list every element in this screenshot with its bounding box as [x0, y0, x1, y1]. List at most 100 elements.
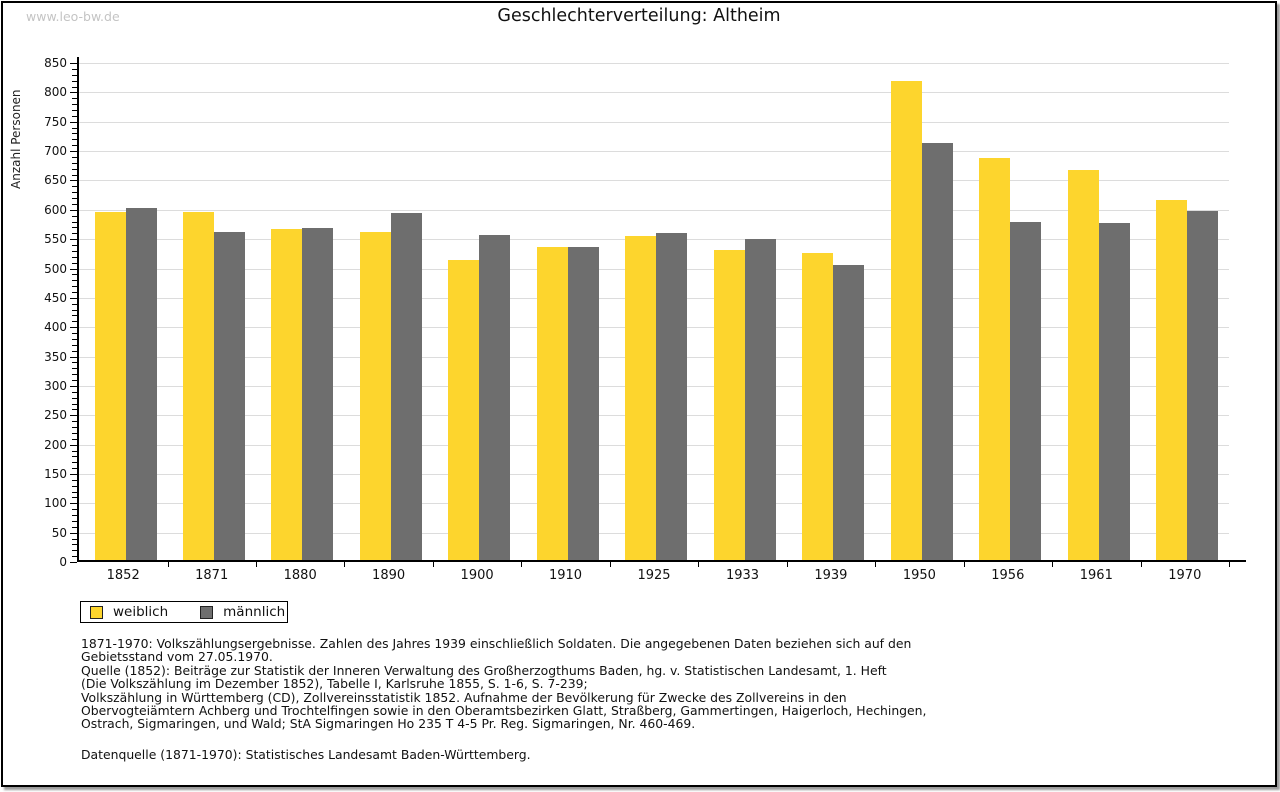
y-minor-tick [72, 468, 77, 470]
y-minor-tick [72, 250, 77, 252]
y-tick-label: 550 [44, 232, 67, 247]
y-minor-tick [72, 438, 77, 440]
y-minor-tick [72, 397, 77, 399]
bar-1961-männlich [1098, 223, 1130, 562]
y-minor-tick [72, 174, 77, 176]
y-minor-tick [72, 544, 77, 546]
y-minor-tick [72, 98, 77, 100]
bar-1852-weiblich [94, 212, 126, 562]
x-tick-label: 1871 [195, 568, 229, 583]
x-axis-line [77, 560, 1246, 562]
bar-1900-männlich [479, 235, 511, 562]
y-minor-tick [72, 74, 77, 76]
y-minor-tick [72, 168, 77, 170]
y-minor-tick [72, 245, 77, 246]
y-tick-label: 650 [44, 173, 67, 188]
y-tick-label: 50 [51, 525, 67, 540]
y-tick-label: 750 [44, 114, 67, 129]
gridline-750 [79, 121, 1229, 123]
y-minor-tick [72, 485, 77, 487]
y-major-tick [70, 121, 77, 123]
y-minor-tick [72, 303, 77, 305]
x-boundary-tick [167, 560, 169, 567]
y-minor-tick [72, 192, 77, 194]
y-tick-label: 250 [44, 408, 67, 423]
y-major-tick [70, 63, 77, 64]
bar-1970-weiblich [1156, 200, 1187, 562]
x-tick-label: 1925 [637, 568, 671, 583]
y-tick-label: 800 [44, 85, 67, 100]
y-minor-tick [72, 68, 77, 70]
y-minor-tick [72, 127, 77, 129]
source-note-line: Quelle (1852): Beiträge zur Statistik de… [81, 662, 887, 678]
y-minor-tick [72, 491, 77, 493]
y-minor-tick [72, 520, 77, 522]
source-note-line: Ostrach, Sigmaringen, und Wald; StA Sigm… [81, 716, 696, 732]
y-major-tick [70, 327, 77, 329]
y-tick-label: 200 [44, 437, 67, 452]
y-minor-tick [72, 368, 77, 370]
y-major-tick [70, 385, 77, 387]
y-minor-tick [72, 292, 77, 293]
y-major-tick [70, 268, 77, 270]
y-minor-tick [72, 186, 77, 188]
gridline-850 [79, 63, 1229, 64]
bar-1956-männlich [1010, 221, 1042, 562]
y-tick-label: 600 [44, 202, 67, 217]
y-tick-label: 300 [44, 378, 67, 393]
source-note-line: Gebietsstand vom 27.05.1970. [81, 649, 273, 665]
bar-1939-männlich [833, 264, 865, 562]
y-major-tick [70, 473, 77, 475]
y-minor-tick [72, 403, 77, 405]
x-tick-label: 1939 [814, 568, 848, 583]
x-boundary-tick [875, 560, 877, 567]
y-tick-label: 0 [59, 555, 67, 569]
y-major-tick [70, 151, 77, 153]
bar-1852-männlich [125, 208, 157, 562]
y-minor-tick [72, 286, 77, 288]
legend-swatch-weiblich [90, 605, 103, 619]
y-minor-tick [72, 338, 77, 340]
y-minor-tick [72, 162, 77, 164]
y-minor-tick [72, 450, 77, 452]
gridline-800 [79, 92, 1229, 94]
y-minor-tick [72, 350, 77, 352]
y-minor-tick [72, 526, 77, 528]
y-minor-tick [72, 550, 77, 552]
y-minor-tick [72, 139, 77, 141]
source-note-line: Volkszählung in Württemberg (CD), Zollve… [81, 689, 847, 705]
y-minor-tick [72, 227, 77, 229]
source-notes: 1871-1970: Volkszählungsergebnisse. Zahl… [81, 637, 927, 762]
bar-1956-weiblich [979, 157, 1011, 562]
y-minor-tick [72, 391, 77, 393]
x-boundary-tick [609, 560, 611, 567]
y-minor-tick [72, 321, 77, 323]
gridline-700 [79, 151, 1229, 153]
x-boundary-tick [521, 560, 523, 567]
y-minor-tick [72, 456, 77, 458]
y-tick-label: 500 [44, 261, 67, 276]
bar-1871-weiblich [183, 212, 214, 562]
y-major-tick [70, 532, 77, 534]
x-tick-label: 1900 [460, 568, 494, 583]
y-minor-tick [72, 497, 77, 499]
source-note-line: Obervogteiämtern Achberg und Trochtelfin… [81, 703, 927, 719]
y-minor-tick [72, 309, 77, 311]
legend-item-weiblich: weiblich [90, 604, 168, 620]
y-minor-tick [72, 86, 77, 88]
x-tick-label: 1950 [902, 568, 936, 583]
y-minor-tick [72, 115, 77, 117]
y-minor-tick [72, 421, 77, 423]
bar-1925-weiblich [625, 236, 657, 562]
y-tick-label: 100 [44, 496, 67, 511]
y-minor-tick [72, 479, 77, 481]
footer-spacer [81, 731, 926, 748]
y-axis-line [77, 57, 79, 562]
x-boundary-tick [432, 560, 434, 567]
y-minor-tick [72, 515, 77, 516]
gridline-650 [79, 180, 1229, 182]
y-minor-tick [72, 156, 77, 158]
y-major-tick [70, 239, 77, 241]
y-minor-tick [72, 409, 77, 411]
